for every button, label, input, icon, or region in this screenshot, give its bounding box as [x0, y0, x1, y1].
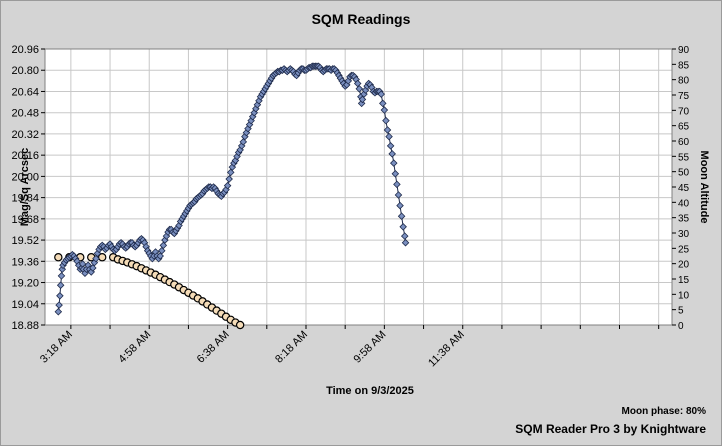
y-tick-label: 19.04	[11, 299, 39, 311]
credit-text: SQM Reader Pro 3 by Knightware	[515, 422, 706, 436]
sqm-readings-series	[54, 62, 410, 316]
y2-tick-label: 85	[678, 60, 690, 71]
sqm-point	[159, 241, 168, 250]
sqm-point	[383, 126, 392, 134]
y2-tick-label: 60	[678, 137, 690, 148]
sqm-point	[399, 223, 407, 231]
y-tick-label: 19.52	[11, 235, 39, 247]
y-tick-label: 20.00	[11, 171, 39, 183]
y2-tick-label: 45	[678, 183, 690, 194]
sqm-point	[382, 116, 390, 125]
sqm-point	[400, 232, 409, 240]
sqm-point	[223, 181, 232, 190]
y2-tick-label: 25	[678, 244, 690, 255]
moon-point	[235, 320, 245, 330]
y2-tick-label: 35	[678, 214, 690, 225]
sqm-point	[56, 292, 64, 300]
y-tick-label: 20.16	[11, 150, 39, 162]
moon-altitude-series	[54, 253, 245, 330]
y-tick-label: 20.48	[11, 108, 39, 120]
sqm-point	[380, 106, 389, 114]
grid-lines	[45, 48, 672, 326]
y2-tick-label: 55	[678, 152, 690, 163]
sqm-point	[92, 254, 100, 263]
moon-phase-text: Moon phase: 80%	[622, 406, 707, 417]
sqm-point	[56, 281, 65, 289]
sqm-point	[388, 150, 396, 158]
y-tick-label: 19.84	[11, 193, 39, 205]
sqm-point	[377, 90, 385, 98]
y-tick-label: 20.32	[11, 129, 39, 141]
sqm-point	[397, 212, 406, 220]
sqm-point	[225, 175, 233, 183]
y2-tick-label: 20	[678, 260, 690, 271]
x-axis-label: Time on 9/3/2025	[326, 385, 414, 397]
sqm-point	[401, 238, 410, 247]
y-tick-label: 20.64	[11, 86, 39, 98]
y2-tick-label: 10	[678, 290, 690, 301]
y2-tick-label: 15	[678, 275, 690, 286]
y2-tick-label: 0	[678, 321, 684, 332]
y2-tick-label: 40	[678, 198, 690, 209]
moon-point	[98, 253, 107, 262]
y2-tick-label: 30	[678, 229, 690, 240]
sqm-point	[386, 142, 395, 150]
sqm-point	[394, 191, 403, 199]
y-tick-label: 20.80	[11, 65, 39, 77]
sqm-point	[54, 307, 63, 316]
sqm-point	[57, 272, 66, 280]
y2-tick-label: 50	[678, 168, 690, 179]
y2-tick-label: 65	[678, 122, 690, 133]
y2-tick-label: 90	[678, 45, 690, 56]
sqm-point	[393, 180, 401, 189]
y-tick-label: 19.20	[11, 278, 39, 290]
y-tick-label: 20.96	[11, 44, 39, 56]
sqm-point	[390, 159, 398, 167]
y-tick-label: 19.36	[11, 256, 39, 268]
y-tick-label: 19.68	[11, 214, 39, 226]
moon-point	[54, 253, 63, 262]
sqm-point	[355, 85, 364, 93]
y2-axis-label: Moon Altitude	[698, 151, 710, 224]
y2-tick-label: 80	[678, 76, 690, 87]
y-tick-label: 18.88	[11, 320, 39, 332]
y2-tick-label: 5	[678, 306, 684, 317]
y-axis-label: Mag/Sq Arcsec	[19, 148, 31, 226]
sqm-point	[379, 99, 387, 108]
y2-tick-label: 70	[678, 106, 690, 117]
sqm-point	[391, 169, 400, 178]
chart-title: SQM Readings	[312, 11, 411, 27]
y2-tick-label: 75	[678, 91, 690, 102]
y-axis-ticks: 20.96 20.80 20.64 20.48 20.32 20.16 20.00 19.84…	[11, 44, 45, 332]
sqm-point	[55, 301, 63, 309]
sqm-point	[396, 201, 404, 210]
sqm-point	[89, 264, 97, 272]
sqm-point	[385, 132, 393, 141]
